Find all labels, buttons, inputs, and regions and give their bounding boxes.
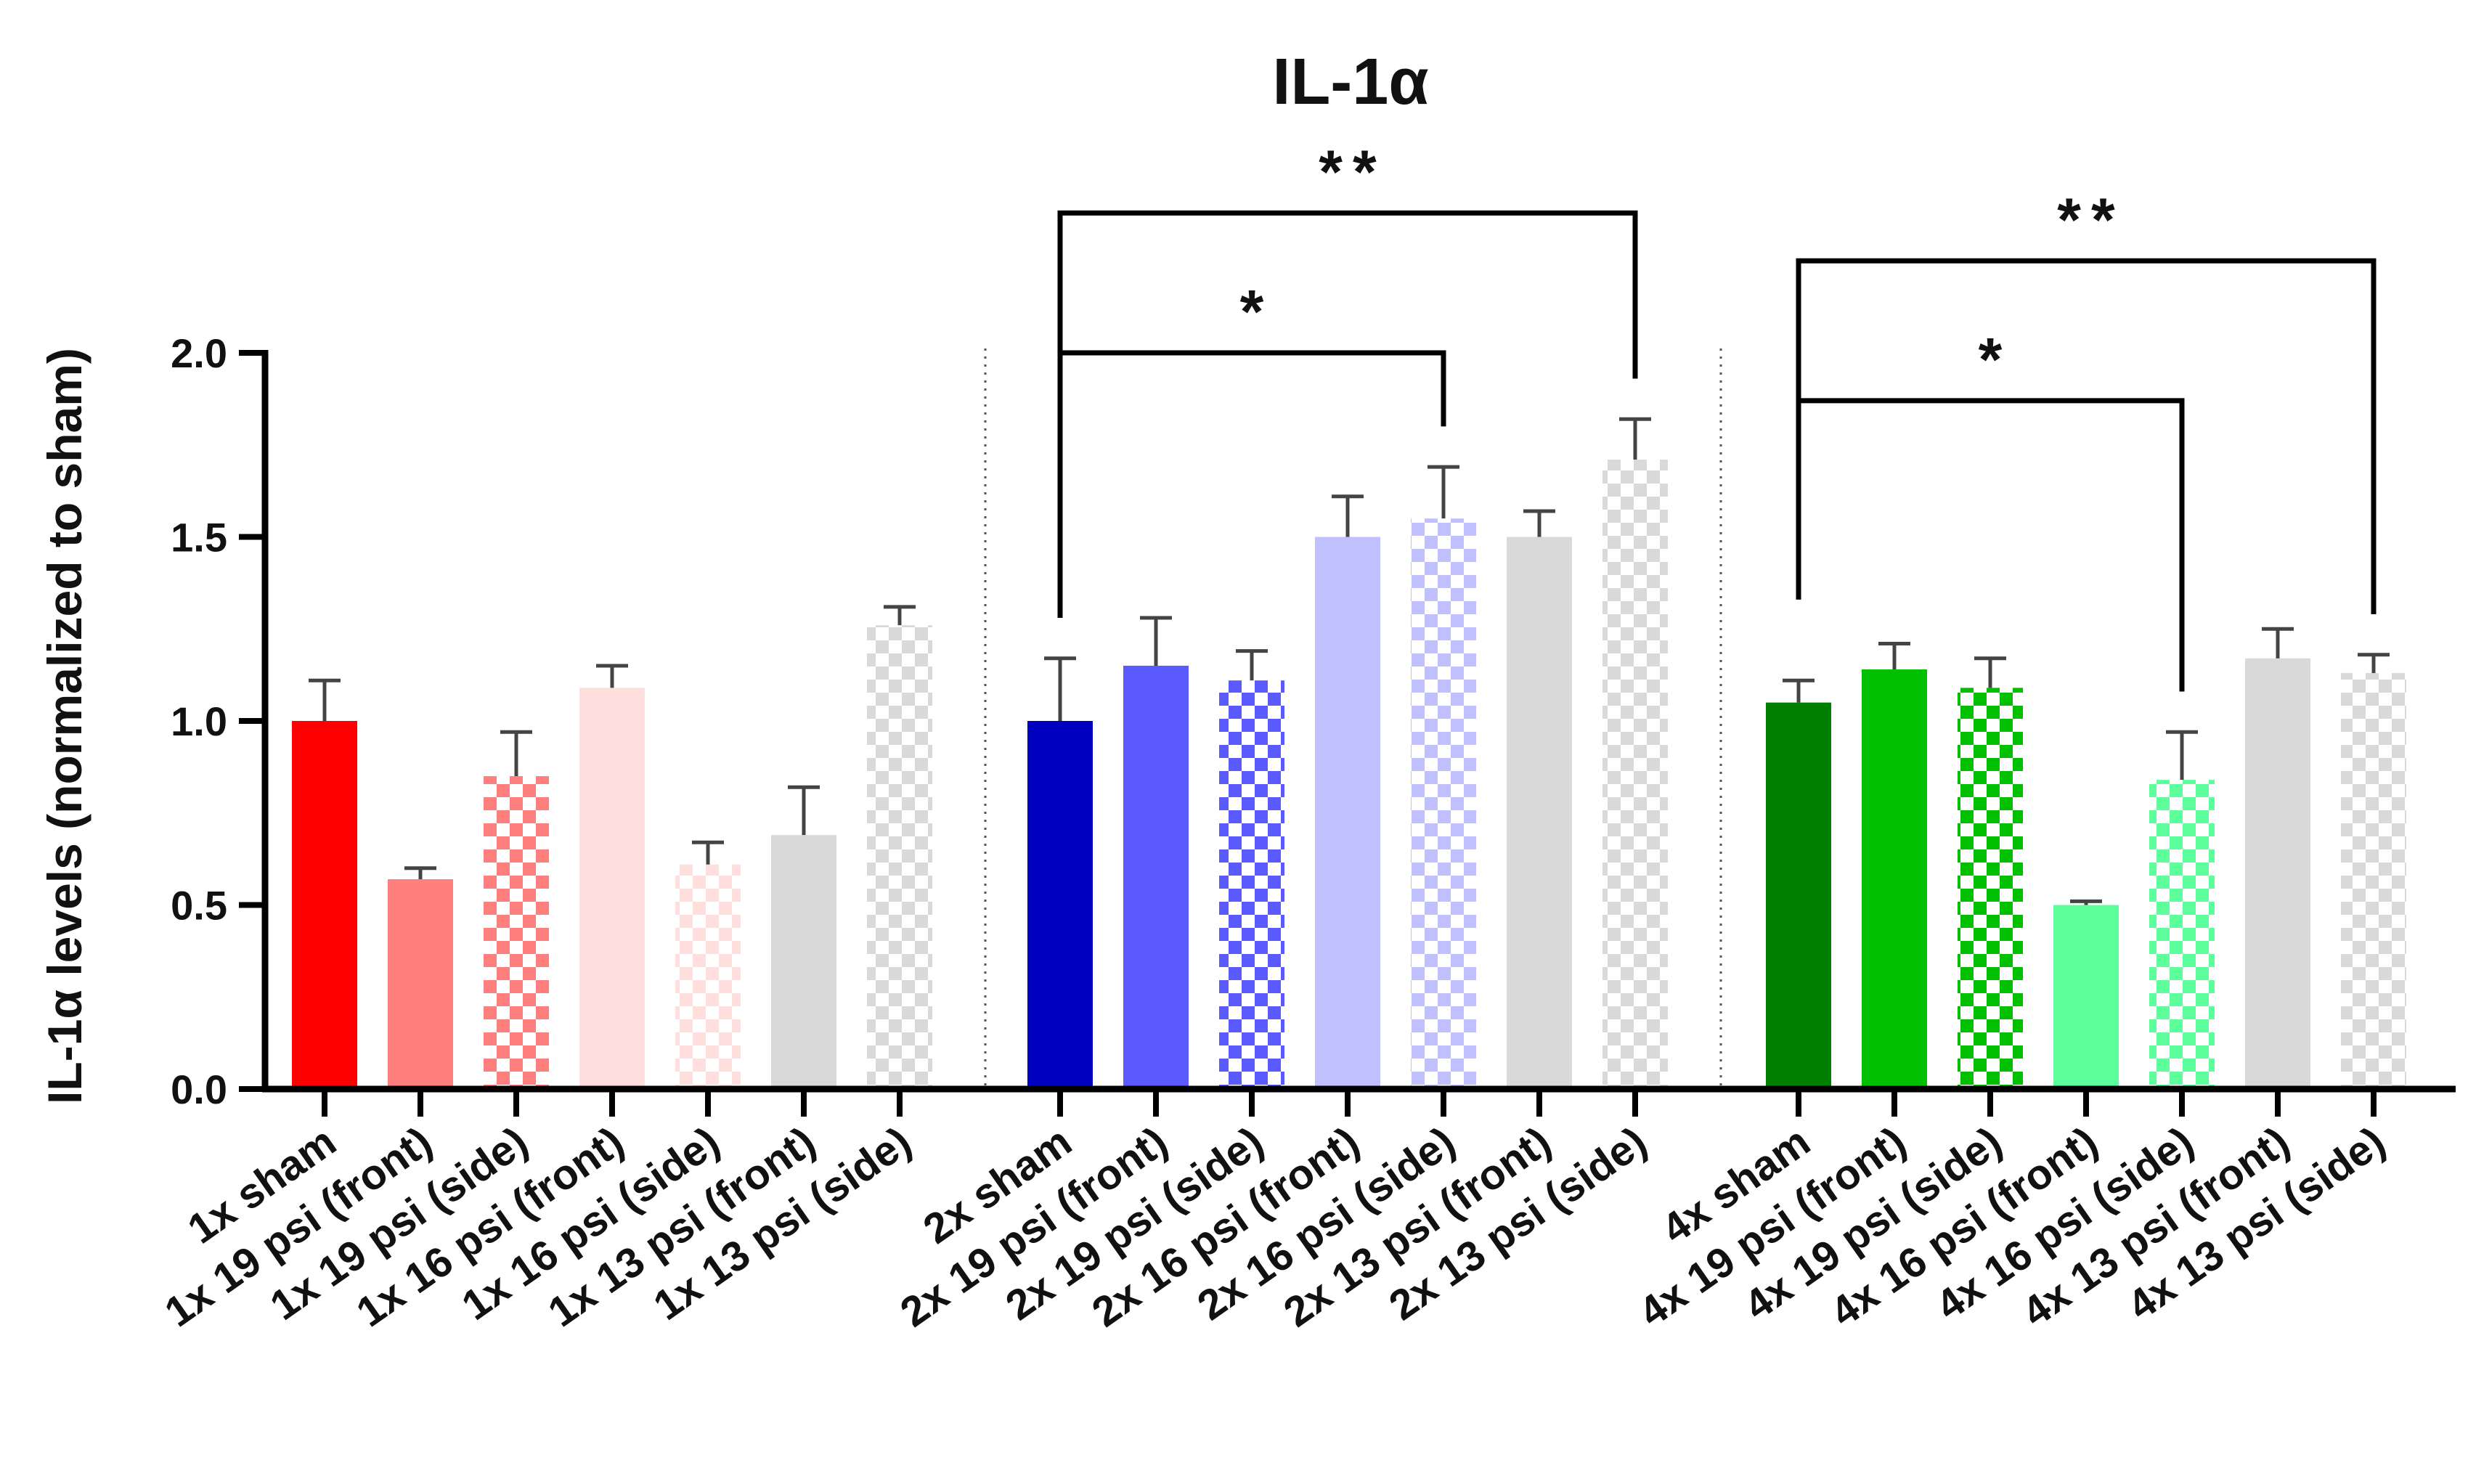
bar-2x-16-psi-front [1315,537,1380,1089]
bar-2x-19-psi-side [1219,680,1284,1089]
bar-1x-16-psi-front [579,688,645,1089]
bar-2x-13-psi-front [1507,537,1572,1089]
significance-bracket-3 [1796,398,2185,692]
significance-bracket-4 [1796,258,2377,614]
significance-bracket-2 [1057,210,1638,619]
bar-1x-sham [292,721,357,1089]
error-bars [309,417,2390,905]
bars [292,460,2406,1089]
bar-2x-19-psi-front [1123,665,1189,1089]
bar-2x-sham [1027,721,1093,1089]
bar-1x-16-psi-side [675,864,741,1089]
y-tick-label-1: 0.5 [171,883,227,929]
significance-label-1: * [1240,277,1274,346]
y-tick-label-2: 1.0 [171,698,227,744]
bar-4x-19-psi-front [1862,669,1927,1089]
y-axis-label: IL-1α levels (normalized to sham) [38,348,91,1104]
bar-4x-sham [1766,702,1831,1089]
bar-1x-13-psi-front [771,835,836,1089]
significance-label-2: ** [1319,137,1386,205]
bar-4x-13-psi-side [2341,673,2406,1089]
y-tick-label-0: 0.0 [171,1067,227,1112]
bar-1x-13-psi-side [867,625,932,1089]
axes: 0.0 0.5 1.0 1.5 2.0 [171,330,2456,1117]
y-tick-label-4: 2.0 [171,330,227,376]
bar-4x-19-psi-side [1958,688,2023,1089]
group-separators [984,348,1722,1089]
chart-title: IL-1α [1272,46,1428,118]
bar-2x-16-psi-side [1411,518,1476,1089]
bar-4x-16-psi-side [2149,780,2215,1089]
bar-4x-13-psi-front [2245,658,2310,1089]
significance-label-3: * [1979,325,2013,394]
bar-1x-19-psi-front [388,879,453,1089]
bar-1x-19-psi-side [484,776,549,1089]
significance-brackets: ****** [1057,137,2377,692]
significance-label-4: ** [2057,185,2125,253]
significance-bracket-1 [1057,350,1446,619]
y-tick-label-3: 1.5 [171,515,227,560]
bar-2x-13-psi-side [1602,460,1668,1089]
bar-4x-16-psi-front [2053,905,2119,1089]
